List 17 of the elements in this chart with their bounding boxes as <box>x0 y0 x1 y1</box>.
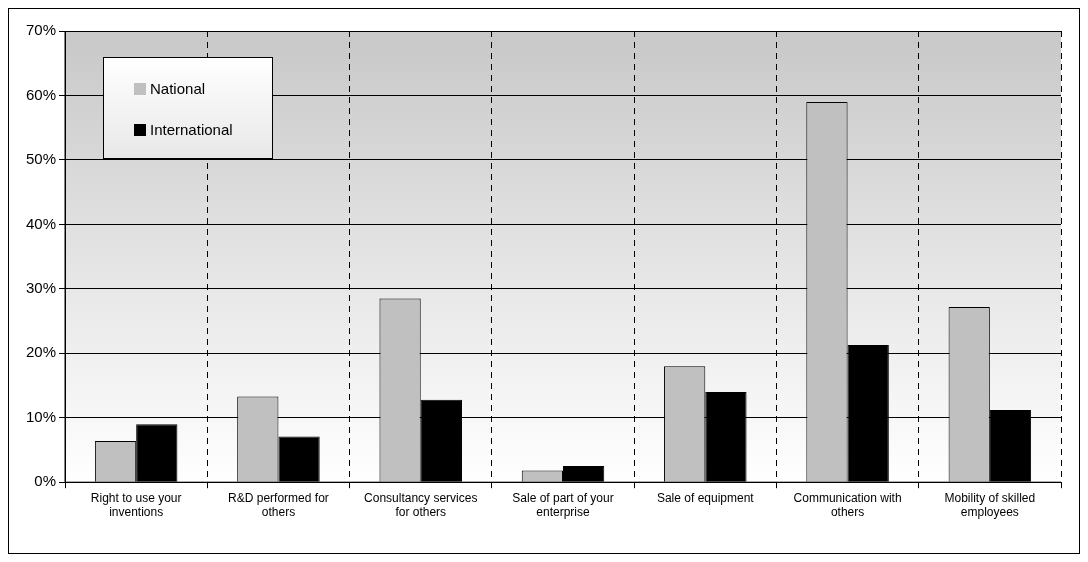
y-tick-label: 30% <box>25 278 57 296</box>
y-tick-label: 0% <box>34 472 57 490</box>
x-tick-label: Right to use your inventions <box>90 490 182 520</box>
y-tick-label: 50% <box>25 150 57 168</box>
legend-label: International <box>150 121 233 138</box>
y-tick-label: 60% <box>25 85 57 103</box>
x-tick-label: Mobility of skilled employees <box>944 490 1036 520</box>
y-tick-label: 40% <box>25 214 57 232</box>
y-tick-label: 10% <box>25 407 57 425</box>
x-tick-label: Sale of part of your enterprise <box>512 490 614 520</box>
y-tick-label: 20% <box>25 343 57 361</box>
y-tick-label: 70% <box>25 21 57 39</box>
x-tick-label: Communication with others <box>793 490 902 520</box>
legend-label: National <box>150 80 206 97</box>
x-tick-label: Consultancy services for others <box>364 490 478 520</box>
x-tick-label: R&D performed for others <box>228 490 329 520</box>
x-tick-label: Sale of equipment <box>656 490 755 505</box>
